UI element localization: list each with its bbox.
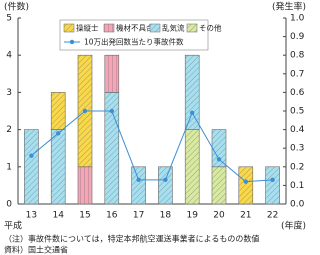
- legend-box: [59, 19, 209, 51]
- bar-segment: [131, 166, 146, 205]
- bar-segment: [104, 54, 120, 93]
- chart: (件数) (発生率) 平成 (年度) （注）事故件数については，特定本邦航空運送…: [4, 1, 306, 255]
- line-marker: [270, 177, 275, 183]
- note: （注）事故件数については，特定本邦航空運送事業者によるものの数値: [4, 234, 259, 244]
- y2-tick-label: 0.3: [290, 144, 304, 154]
- x-tick-label: 16: [106, 211, 118, 221]
- legend-label: 乱気流: [162, 23, 185, 33]
- y-tick-label: 3: [6, 88, 12, 98]
- y2-tick-label: 0.0: [290, 200, 305, 210]
- legend-label: 10万出発回数当たり事故件数: [84, 37, 184, 47]
- bar-segment: [158, 166, 173, 205]
- line-marker: [190, 110, 195, 116]
- legend-label: 操縦士: [76, 23, 99, 33]
- y2-tick-label: 0.5: [290, 107, 304, 117]
- legend-marker: [69, 39, 75, 45]
- legend-swatch: [149, 23, 161, 33]
- line-marker: [29, 153, 34, 158]
- legend-swatch: [186, 23, 198, 33]
- bar-segment: [211, 166, 227, 205]
- y2-tick-label: 0.2: [290, 162, 304, 172]
- y2-tick-label: 0.9: [290, 32, 305, 42]
- bar-segment: [238, 166, 254, 205]
- bar-segment: [265, 166, 280, 205]
- line-marker: [136, 177, 141, 183]
- bar-segment: [50, 92, 66, 130]
- bar-segment: [24, 129, 39, 205]
- x-tick-label: 18: [160, 211, 172, 221]
- x-axis-prefix: 平成: [4, 220, 22, 232]
- legend-swatch: [63, 23, 75, 33]
- y-tick-label: 5: [6, 14, 12, 24]
- bar-segment: [184, 129, 200, 205]
- legend-swatch: [103, 23, 115, 33]
- x-tick-label: 13: [26, 211, 37, 221]
- legend-label: その他: [199, 23, 222, 33]
- y2-tick-label: 0.1: [290, 181, 304, 191]
- bar-segment: [50, 129, 66, 205]
- x-tick-label: 15: [79, 211, 90, 221]
- y2-tick-label: 0.7: [290, 69, 304, 79]
- y-axis-label: (件数): [4, 1, 29, 13]
- line-marker: [216, 157, 222, 162]
- legend-label: 機材不具合: [116, 23, 154, 33]
- y-tick-label: 4: [6, 51, 12, 61]
- y2-tick-label: 0.8: [290, 51, 305, 61]
- x-tick-label: 19: [186, 211, 198, 221]
- line-marker: [163, 177, 168, 183]
- x-tick-label: 14: [52, 211, 64, 221]
- line-marker: [56, 131, 61, 136]
- x-tick-label: 22: [267, 211, 278, 221]
- line: [31, 110, 273, 183]
- y2-tick-label: 1.0: [290, 14, 305, 24]
- bar-segment: [184, 54, 200, 130]
- note: 資料）国土交通省: [4, 245, 68, 255]
- y-tick-label: 0: [6, 200, 12, 210]
- y-tick-label: 2: [6, 125, 12, 135]
- x-tick-label: 20: [213, 211, 225, 221]
- y2-tick-label: 0.4: [290, 125, 305, 135]
- y-tick-label: 1: [6, 162, 12, 172]
- x-axis-label: (年度): [281, 220, 306, 232]
- x-tick-label: 17: [133, 211, 144, 221]
- y2-tick-label: 0.6: [290, 88, 305, 98]
- line-marker: [109, 108, 115, 114]
- line-marker: [82, 108, 88, 114]
- y2-axis-label: (発生率): [272, 1, 306, 13]
- x-tick-label: 21: [240, 211, 251, 221]
- line-marker: [243, 179, 248, 184]
- bar-segment: [77, 166, 93, 205]
